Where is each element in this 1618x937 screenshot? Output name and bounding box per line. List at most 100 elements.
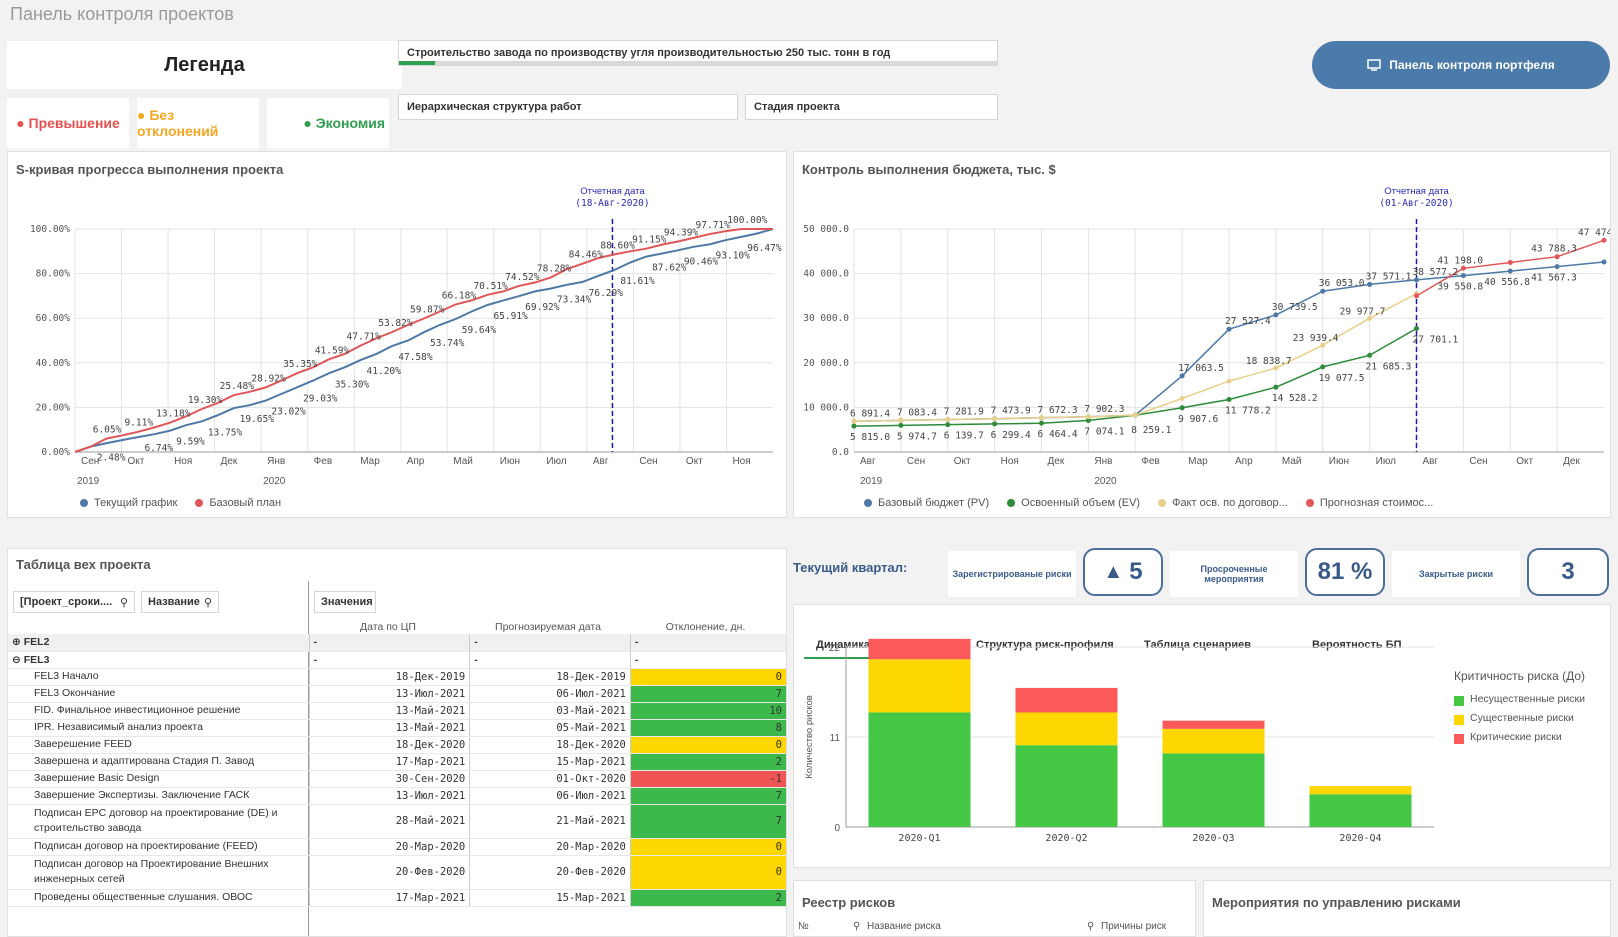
collapse-icon[interactable]: ⊖ bbox=[12, 653, 21, 666]
table-cell-name: Завершение Экспертизы. Заключение ГАСК bbox=[8, 787, 310, 805]
bar-segment bbox=[868, 659, 971, 713]
data-point-actual bbox=[898, 417, 904, 423]
data-label: 81.61% bbox=[620, 276, 655, 287]
data-point-pv bbox=[1507, 268, 1513, 274]
table-cell-plan: 18-Дек-2020 bbox=[309, 736, 471, 754]
data-point-ev bbox=[898, 422, 904, 428]
legend-actual[interactable]: Факт осв. по договор... bbox=[1158, 497, 1288, 509]
search-icon[interactable]: ⚲ bbox=[853, 921, 861, 932]
s-curve-panel: S-кривая прогресса выполнения проекта 0.… bbox=[7, 151, 787, 518]
table-row[interactable]: Подписан договор на Проектирование Внешн… bbox=[8, 855, 786, 890]
x-tick-label: Июн bbox=[500, 456, 520, 467]
data-label: 94.39% bbox=[664, 228, 699, 239]
x-tick-label: Ноя bbox=[732, 456, 750, 467]
table-row[interactable]: Заверешение FEED 18-Дек-2020 18-Дек-2020 0 bbox=[8, 736, 786, 754]
y-tick-label: 50 000.0 bbox=[803, 224, 849, 235]
data-label: 35.35% bbox=[283, 359, 318, 370]
bar-segment bbox=[868, 712, 971, 827]
data-point-ev bbox=[1039, 420, 1044, 426]
group-row-fel2[interactable]: ⊕ FEL2 - - - bbox=[8, 634, 786, 652]
x-tick-label: Ноя bbox=[1001, 456, 1019, 467]
data-label: 91.15% bbox=[632, 235, 667, 246]
risk-legend-item[interactable]: Критические риски bbox=[1454, 731, 1604, 744]
x-tick-label: Сен bbox=[1469, 456, 1487, 467]
wbs-filter[interactable]: Иерархическая структура работ bbox=[398, 94, 738, 120]
legend-forecast[interactable]: Прогнозная стоимос... bbox=[1305, 497, 1433, 509]
table-row[interactable]: FEL3 Окончание 13-Июл-2021 06-Июл-2021 7 bbox=[8, 685, 786, 703]
table-row[interactable]: FID. Финальное инвестиционное решение 13-… bbox=[8, 702, 786, 720]
table-cell-plan: 13-Май-2021 bbox=[309, 702, 471, 720]
data-point-ev bbox=[1414, 325, 1419, 331]
table-row[interactable]: Завершение Экспертизы. Заключение ГАСК 13… bbox=[8, 787, 786, 805]
risk-legend-item[interactable]: Существенные риски bbox=[1454, 712, 1604, 725]
project-filter[interactable]: Строительство завода по производству угл… bbox=[398, 40, 998, 66]
table-cell-name: Завершена и адаптирована Стадия П. Завод bbox=[8, 753, 310, 771]
data-label: 90.46% bbox=[684, 256, 719, 267]
col-risk-name[interactable]: Название риска bbox=[867, 921, 941, 932]
data-label: 59.64% bbox=[462, 325, 497, 336]
data-label: 13.75% bbox=[208, 427, 243, 438]
legend-baseline[interactable]: Базовый план bbox=[195, 497, 281, 509]
legend-ev[interactable]: Освоенный объем (EV) bbox=[1007, 497, 1140, 509]
data-label: 41 198.0 bbox=[1437, 255, 1483, 266]
project-dim-filter[interactable]: [Проект_сроки.... ⚲ bbox=[13, 591, 135, 613]
table-cell-name: Подписан договор на проектирование (FEED… bbox=[8, 838, 310, 856]
tab-risk-structure[interactable]: Структура риск-профиля bbox=[976, 639, 1114, 651]
risk-legend-item[interactable]: Несущественные риски bbox=[1454, 693, 1604, 706]
data-label: 2.48% bbox=[97, 452, 126, 463]
registered-risks-kpi[interactable]: ▲ 5 bbox=[1083, 548, 1163, 596]
table-cell-dev: 10 bbox=[630, 702, 786, 720]
y-tick-label: 0 bbox=[834, 823, 840, 834]
legend-overspend: ● Превышение bbox=[7, 98, 129, 148]
bar-segment bbox=[868, 638, 971, 660]
col-plan-date[interactable]: Дата по ЦП bbox=[360, 621, 416, 633]
table-cell-plan: 18-Дек-2019 bbox=[309, 668, 471, 686]
search-icon[interactable]: ⚲ bbox=[1087, 921, 1095, 932]
table-row[interactable]: Проведены общественные слушания. ОВОС 17-… bbox=[8, 889, 786, 907]
data-label: 19 077.5 bbox=[1319, 373, 1365, 384]
data-point-actual bbox=[1367, 315, 1373, 321]
group-name: FEL3 bbox=[23, 653, 50, 666]
s-curve-legend: Текущий график Базовый план bbox=[80, 497, 281, 509]
data-label: 7 672.3 bbox=[1038, 405, 1078, 416]
table-row[interactable]: IPR. Независимый анализ проекта 13-Май-20… bbox=[8, 719, 786, 737]
risk-profile-panel: Динамика риск-профиля Структура риск-про… bbox=[793, 604, 1611, 868]
col-deviation[interactable]: Отклонение, дн. bbox=[665, 621, 746, 633]
portfolio-dashboard-button[interactable]: Панель контроля портфеля bbox=[1312, 41, 1610, 89]
values-button[interactable]: Значения bbox=[314, 591, 376, 613]
table-row[interactable]: Подписан договор на проектирование (FEED… bbox=[8, 838, 786, 856]
legend-current-swatch bbox=[80, 499, 88, 508]
table-cell: - bbox=[469, 651, 631, 669]
tab-bp-probability[interactable]: Вероятность БП bbox=[1312, 639, 1402, 651]
data-label: 47.71% bbox=[347, 332, 382, 343]
overdue-measures-kpi[interactable]: 81 % bbox=[1305, 548, 1385, 596]
table-cell: - bbox=[630, 651, 786, 669]
closed-risks-kpi[interactable]: 3 bbox=[1527, 548, 1609, 596]
table-row[interactable]: Завершена и адаптирована Стадия П. Завод… bbox=[8, 753, 786, 771]
data-label: 5 974.7 bbox=[897, 431, 937, 442]
col-number[interactable]: № bbox=[798, 921, 809, 932]
legend-pv[interactable]: Базовый бюджет (PV) bbox=[864, 497, 989, 509]
name-dim-filter[interactable]: Название ⚲ bbox=[141, 591, 219, 613]
group-row-fel3[interactable]: ⊖ FEL3 - - - bbox=[8, 651, 786, 669]
col-causes[interactable]: Причины риск bbox=[1101, 921, 1167, 932]
table-cell-plan: 13-Июл-2021 bbox=[309, 787, 471, 805]
data-label: 23.02% bbox=[271, 407, 306, 418]
col-forecast-date[interactable]: Прогнозируемая дата bbox=[495, 621, 601, 633]
data-point-ev bbox=[992, 421, 998, 427]
closed-risks-label: Закрытые риски bbox=[1392, 551, 1520, 597]
table-row[interactable]: Завершение Basic Design 30-Сен-2020 01-Окт… bbox=[8, 770, 786, 788]
expand-icon[interactable]: ⊕ bbox=[12, 636, 21, 649]
x-tick-label: Янв bbox=[267, 456, 285, 467]
x-tick-label: Июл bbox=[1376, 456, 1396, 467]
legend-current[interactable]: Текущий график bbox=[80, 497, 177, 509]
data-label: 6 299.4 bbox=[991, 430, 1031, 441]
y-tick-label: 30 000.0 bbox=[803, 313, 849, 324]
table-row[interactable]: FEL3 Начало 18-Дек-2019 18-Дек-2019 0 bbox=[8, 668, 786, 686]
tab-scenarios[interactable]: Таблица сценариев bbox=[1144, 639, 1252, 651]
table-row[interactable]: Подписан EPC договор на проектирование (… bbox=[8, 804, 786, 839]
year-label: 2019 bbox=[860, 476, 883, 487]
x-tick-label: Авг bbox=[1423, 456, 1439, 467]
stage-filter[interactable]: Стадия проекта bbox=[745, 94, 998, 120]
x-tick-label: Апр bbox=[407, 456, 425, 467]
